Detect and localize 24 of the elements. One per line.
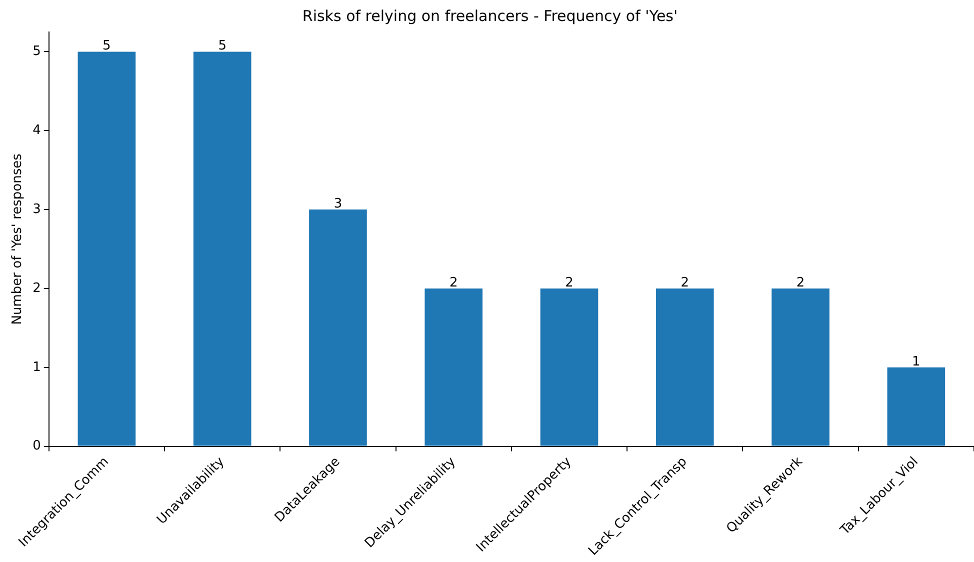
bar: [656, 288, 714, 446]
data-label: 2: [565, 275, 574, 290]
bar: [540, 288, 598, 446]
bar: [887, 367, 946, 446]
y-tick-label: 1: [32, 360, 41, 375]
data-label: 5: [102, 38, 111, 54]
bar: [193, 52, 252, 446]
data-label: 2: [449, 275, 458, 290]
y-tick-label: 5: [32, 44, 41, 60]
bar: [772, 288, 830, 446]
bar: [309, 210, 367, 446]
y-tick-label: 3: [32, 202, 41, 217]
bar: [78, 52, 136, 446]
data-label: 5: [218, 38, 226, 54]
y-tick-label: 2: [32, 280, 41, 296]
data-label: 2: [796, 275, 805, 290]
y-tick-label: 0: [32, 438, 41, 454]
bar: [424, 288, 483, 446]
y-tick-label: 4: [32, 123, 41, 138]
data-label: 3: [334, 196, 342, 212]
data-label: 1: [912, 354, 920, 370]
data-label: 2: [680, 275, 690, 290]
chart-title: Risks of relying on freelancers - Frequency of 'Yes': [302, 6, 678, 25]
y-axis-title: Number of 'Yes' responses: [10, 153, 26, 325]
